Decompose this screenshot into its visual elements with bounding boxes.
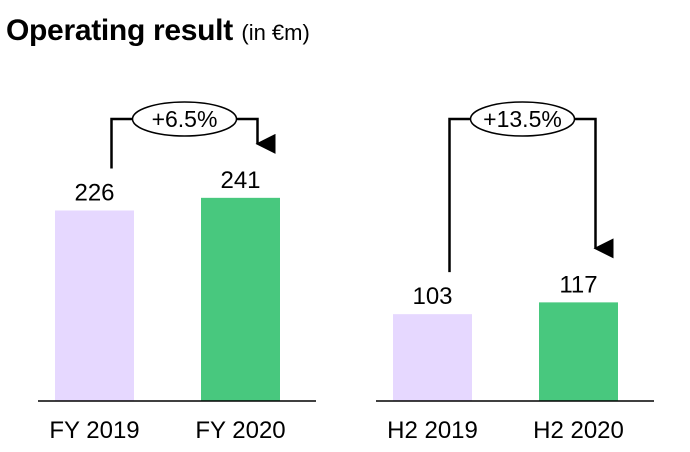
value-label: 226	[74, 179, 114, 206]
value-label: 103	[412, 283, 452, 310]
value-label: 241	[220, 167, 260, 194]
bar-fy-2019	[55, 210, 134, 401]
category-label: FY 2019	[49, 417, 139, 444]
change-bubble	[469, 101, 576, 137]
bar-h2-2020	[539, 302, 618, 401]
bar-h2-2019	[393, 314, 472, 401]
category-label: FY 2020	[195, 417, 285, 444]
change-bubble	[131, 101, 238, 137]
change-arrow	[448, 117, 614, 273]
title-text: Operating result	[6, 14, 233, 47]
change-label: +13.5%	[483, 106, 562, 132]
value-label: 117	[559, 271, 597, 298]
change-label: +6.5%	[152, 106, 218, 132]
title-unit: (in €m)	[241, 20, 310, 45]
category-label: H2 2020	[533, 417, 624, 444]
category-label: H2 2019	[387, 417, 478, 444]
chart-title: Operating result (in €m)	[6, 14, 310, 48]
bar-fy-2020	[201, 197, 280, 401]
